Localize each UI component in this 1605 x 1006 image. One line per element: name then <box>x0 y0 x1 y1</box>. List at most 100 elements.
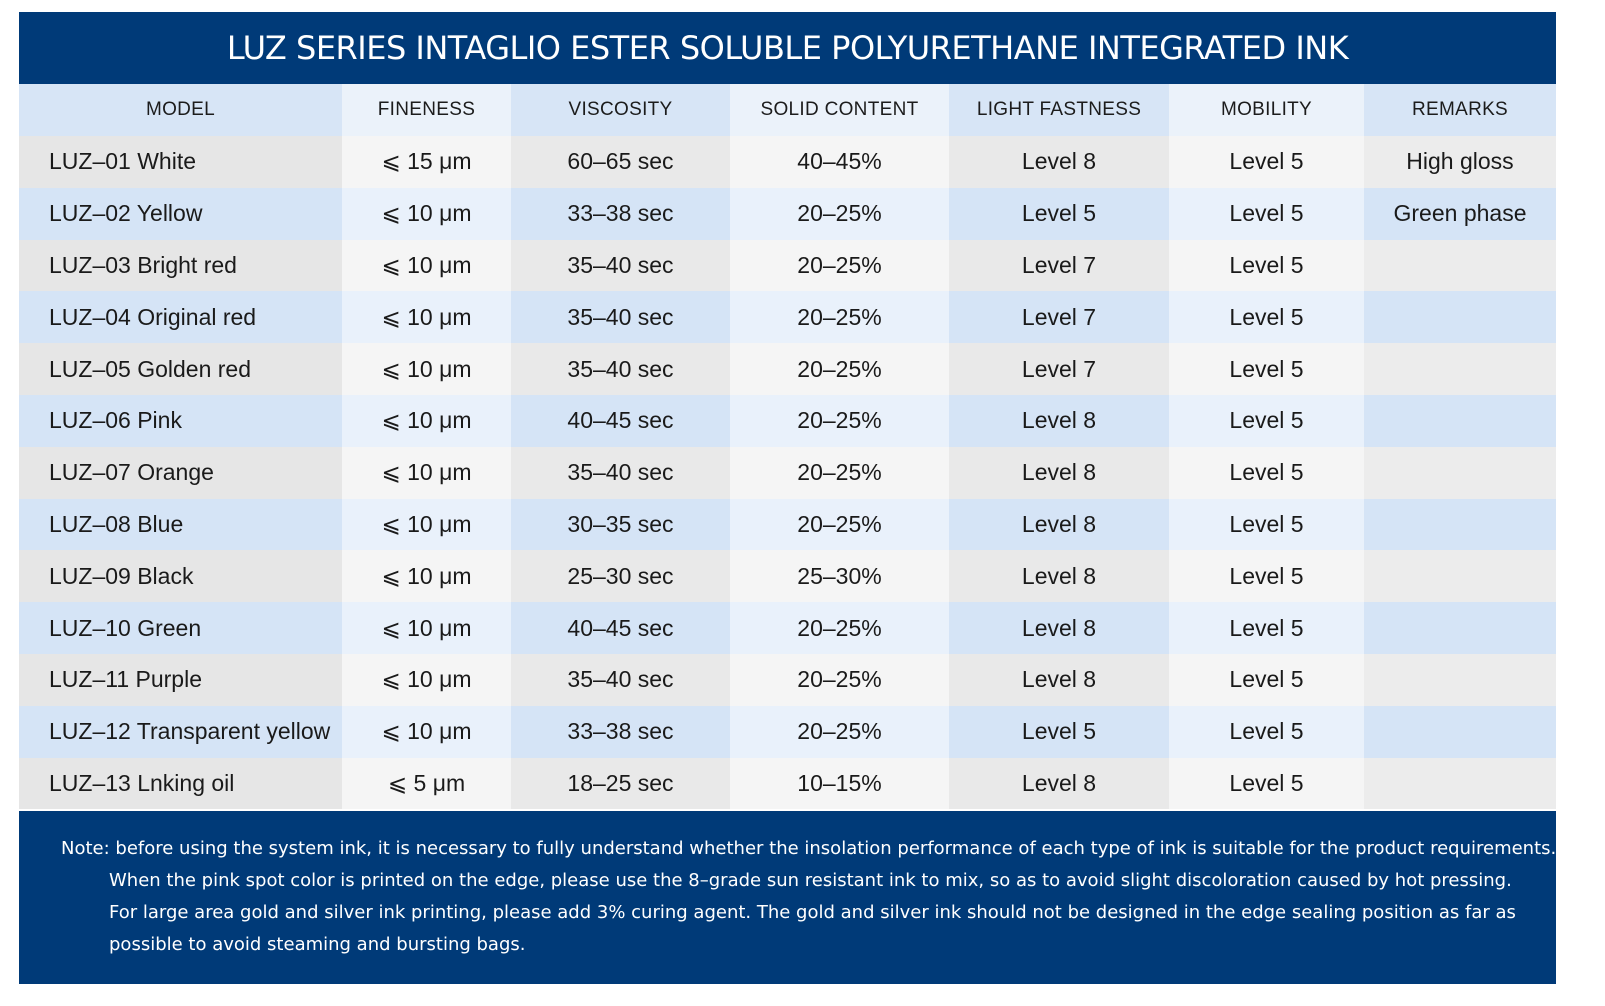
cell-solid-content: 40–45% <box>730 136 949 188</box>
cell-mobility: Level 5 <box>1169 757 1364 810</box>
table-row: LUZ–11 Purple ⩽ 10 μm 35–40 sec 20–25% Level… <box>19 653 1556 706</box>
table-title: LUZ SERIES INTAGLIO ESTER SOLUBLE POLYUR… <box>19 12 1556 84</box>
note-details: When the pink spot color is printed on t… <box>109 870 1516 955</box>
cell-mobility: Level 5 <box>1169 343 1364 395</box>
table-row: LUZ–08 Blue ⩽ 10 μm 30–35 sec 20–25% Level 8… <box>19 498 1556 551</box>
cell-solid-content: 20–25% <box>730 498 949 551</box>
cell-mobility: Level 5 <box>1169 291 1364 344</box>
cell-light-fastness: Level 5 <box>949 187 1169 240</box>
cell-model: LUZ–01 White <box>19 136 342 188</box>
header-light-fastness: LIGHT FASTNESS <box>949 84 1169 136</box>
cell-light-fastness: Level 8 <box>949 653 1169 706</box>
cell-viscosity: 33–38 sec <box>511 187 730 240</box>
header-mobility: MOBILITY <box>1169 84 1364 136</box>
table-body: LUZ–01 White ⩽ 15 μm 60–65 sec 40–45% Level … <box>19 136 1556 810</box>
table-row: LUZ–07 Orange ⩽ 10 μm 35–40 sec 20–25% Level… <box>19 446 1556 499</box>
table-row: LUZ–03 Bright red ⩽ 10 μm 35–40 sec 20–25% L… <box>19 239 1556 292</box>
cell-mobility: Level 5 <box>1169 602 1364 654</box>
cell-fineness: ⩽ 10 μm <box>342 291 511 344</box>
cell-solid-content: 20–25% <box>730 653 949 706</box>
cell-solid-content: 20–25% <box>730 239 949 292</box>
note-first-line: Note: before using the system ink, it is… <box>61 838 1557 859</box>
cell-mobility: Level 5 <box>1169 136 1364 188</box>
ink-spec-sheet: LUZ SERIES INTAGLIO ESTER SOLUBLE POLYUR… <box>19 12 1556 984</box>
cell-fineness: ⩽ 10 μm <box>342 602 511 654</box>
cell-model: LUZ–08 Blue <box>19 498 342 551</box>
cell-viscosity: 60–65 sec <box>511 136 730 188</box>
cell-light-fastness: Level 8 <box>949 446 1169 499</box>
table-row: LUZ–02 Yellow ⩽ 10 μm 33–38 sec 20–25% Level… <box>19 187 1556 240</box>
cell-fineness: ⩽ 15 μm <box>342 136 511 188</box>
cell-model: LUZ–03 Bright red <box>19 239 342 292</box>
cell-mobility: Level 5 <box>1169 239 1364 292</box>
cell-remarks: High gloss <box>1364 136 1556 188</box>
cell-solid-content: 20–25% <box>730 187 949 240</box>
cell-model: LUZ–02 Yellow <box>19 187 342 240</box>
cell-model: LUZ–06 Pink <box>19 394 342 447</box>
note-box: Note: before using the system ink, it is… <box>19 811 1556 984</box>
cell-fineness: ⩽ 10 μm <box>342 187 511 240</box>
cell-remarks <box>1364 239 1556 292</box>
cell-light-fastness: Level 7 <box>949 291 1169 344</box>
cell-viscosity: 25–30 sec <box>511 550 730 603</box>
cell-remarks: Green phase <box>1364 187 1556 240</box>
cell-mobility: Level 5 <box>1169 187 1364 240</box>
cell-remarks <box>1364 705 1556 758</box>
cell-model: LUZ–12 Transparent yellow <box>19 705 342 758</box>
cell-viscosity: 33–38 sec <box>511 705 730 758</box>
cell-remarks <box>1364 291 1556 344</box>
cell-remarks <box>1364 602 1556 654</box>
cell-viscosity: 35–40 sec <box>511 343 730 395</box>
cell-light-fastness: Level 8 <box>949 498 1169 551</box>
table-row: LUZ–05 Golden red ⩽ 10 μm 35–40 sec 20–25% L… <box>19 343 1556 395</box>
cell-remarks <box>1364 343 1556 395</box>
cell-mobility: Level 5 <box>1169 653 1364 706</box>
header-viscosity: VISCOSITY <box>511 84 730 136</box>
cell-viscosity: 35–40 sec <box>511 446 730 499</box>
cell-remarks <box>1364 757 1556 810</box>
cell-viscosity: 40–45 sec <box>511 394 730 447</box>
cell-fineness: ⩽ 10 μm <box>342 446 511 499</box>
cell-solid-content: 10–15% <box>730 757 949 810</box>
header-remarks: REMARKS <box>1364 84 1556 136</box>
cell-solid-content: 20–25% <box>730 394 949 447</box>
cell-solid-content: 20–25% <box>730 602 949 654</box>
cell-remarks <box>1364 446 1556 499</box>
cell-mobility: Level 5 <box>1169 550 1364 603</box>
cell-fineness: ⩽ 5 μm <box>342 757 511 810</box>
cell-solid-content: 20–25% <box>730 705 949 758</box>
cell-viscosity: 35–40 sec <box>511 291 730 344</box>
cell-model: LUZ–10 Green <box>19 602 342 654</box>
cell-light-fastness: Level 8 <box>949 602 1169 654</box>
cell-remarks <box>1364 653 1556 706</box>
table-row: LUZ–06 Pink ⩽ 10 μm 40–45 sec 20–25% Level 8… <box>19 394 1556 447</box>
cell-fineness: ⩽ 10 μm <box>342 705 511 758</box>
table-row: LUZ–01 White ⩽ 15 μm 60–65 sec 40–45% Level … <box>19 136 1556 188</box>
cell-model: LUZ–13 Lnking oil <box>19 757 342 810</box>
cell-mobility: Level 5 <box>1169 705 1364 758</box>
header-row: MODEL FINENESS VISCOSITY SOLID CONTENT L… <box>19 84 1556 136</box>
cell-remarks <box>1364 550 1556 603</box>
cell-light-fastness: Level 8 <box>949 394 1169 447</box>
cell-solid-content: 25–30% <box>730 550 949 603</box>
table-row: LUZ–12 Transparent yellow ⩽ 10 μm 33–38 se… <box>19 705 1556 758</box>
cell-model: LUZ–07 Orange <box>19 446 342 499</box>
cell-solid-content: 20–25% <box>730 343 949 395</box>
cell-light-fastness: Level 7 <box>949 239 1169 292</box>
table-row: LUZ–10 Green ⩽ 10 μm 40–45 sec 20–25% Level … <box>19 602 1556 654</box>
table-row: LUZ–13 Lnking oil ⩽ 5 μm 18–25 sec 10–15% Le… <box>19 757 1556 810</box>
cell-fineness: ⩽ 10 μm <box>342 239 511 292</box>
ink-spec-table: MODEL FINENESS VISCOSITY SOLID CONTENT L… <box>19 84 1556 810</box>
cell-fineness: ⩽ 10 μm <box>342 550 511 603</box>
cell-light-fastness: Level 7 <box>949 343 1169 395</box>
cell-remarks <box>1364 394 1556 447</box>
cell-fineness: ⩽ 10 μm <box>342 394 511 447</box>
cell-mobility: Level 5 <box>1169 498 1364 551</box>
cell-model: LUZ–09 Black <box>19 550 342 603</box>
header-model: MODEL <box>19 84 342 136</box>
cell-model: LUZ–04 Original red <box>19 291 342 344</box>
cell-viscosity: 35–40 sec <box>511 653 730 706</box>
cell-remarks <box>1364 498 1556 551</box>
cell-model: LUZ–05 Golden red <box>19 343 342 395</box>
header-solid-content: SOLID CONTENT <box>730 84 949 136</box>
